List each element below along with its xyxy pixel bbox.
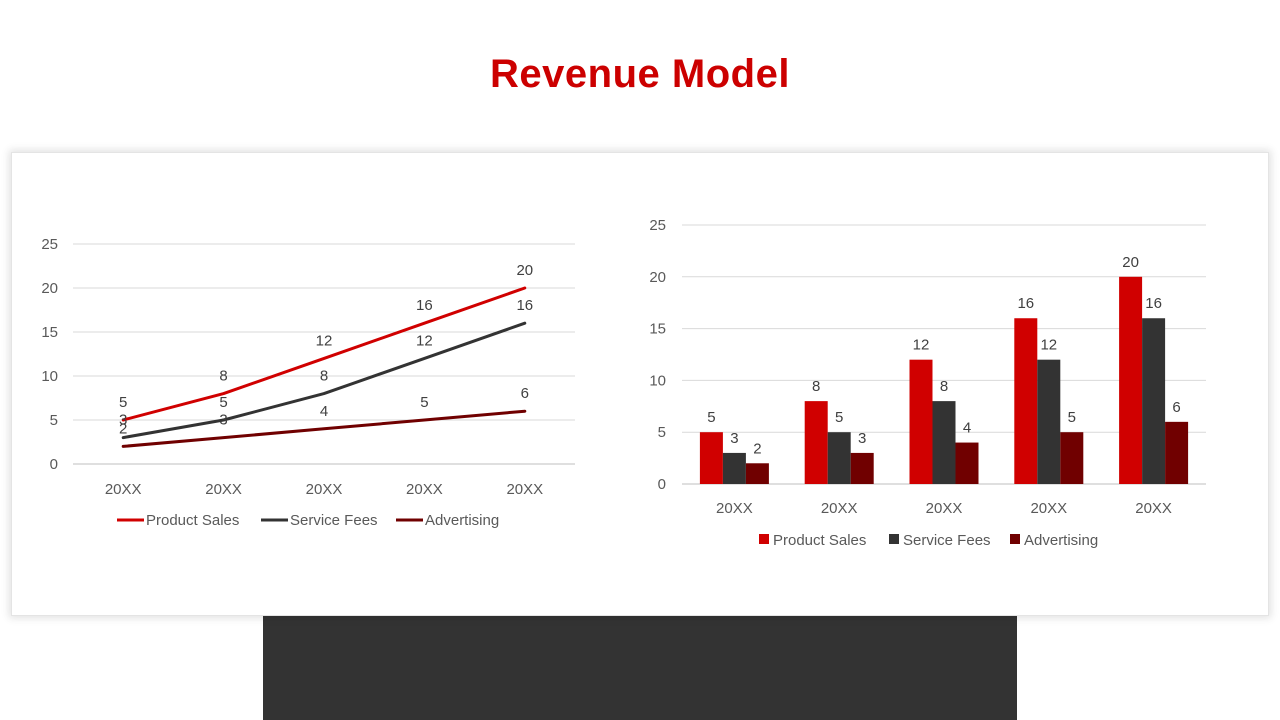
bar-data-label-service-fees: 12: [1040, 337, 1057, 354]
bar-chart-x-tick-label: 20XX: [1135, 500, 1172, 517]
line-chart-y-tick-label: 15: [41, 324, 58, 341]
bar-advertising: [850, 452, 874, 484]
bar-data-label-advertising: 4: [963, 420, 971, 437]
bar-product-sales: [1014, 318, 1038, 484]
line-chart-y-tick-label: 10: [41, 368, 58, 385]
line-chart-x-tick-label: 20XX: [506, 481, 543, 498]
line-point-advertising: [323, 428, 325, 430]
line-chart-x-tick-label: 20XX: [306, 481, 343, 498]
bar-chart-y-tick-label: 20: [649, 269, 666, 286]
line-data-label-service-fees: 12: [416, 332, 433, 349]
line-chart-y-tick-label: 25: [41, 236, 58, 253]
bar-legend-label-advertising: Advertising: [1024, 532, 1098, 549]
bar-data-label-service-fees: 3: [730, 430, 738, 447]
bar-data-label-advertising: 3: [858, 430, 866, 447]
bar-data-label-service-fees: 16: [1145, 295, 1162, 312]
bar-advertising: [1165, 421, 1189, 484]
bar-chart-y-tick-label: 5: [658, 424, 666, 441]
bar-service-fees: [722, 452, 746, 484]
line-point-advertising: [122, 445, 124, 447]
line-data-label-product-sales: 5: [119, 394, 127, 411]
bar-product-sales: [699, 432, 723, 484]
line-chart-x-tick-label: 20XX: [205, 481, 242, 498]
bar-data-label-product-sales: 8: [812, 378, 820, 395]
bar-legend-swatch-service-fees: [889, 534, 899, 544]
background-block: [263, 600, 1017, 720]
line-point-product-sales: [122, 419, 124, 421]
line-data-label-advertising: 5: [420, 394, 428, 411]
bar-data-label-advertising: 6: [1172, 399, 1180, 416]
line-data-label-advertising: 6: [521, 385, 529, 402]
line-point-product-sales: [524, 287, 526, 289]
line-data-label-product-sales: 16: [416, 297, 433, 314]
bar-service-fees: [827, 432, 851, 484]
bar-data-label-product-sales: 16: [1017, 295, 1034, 312]
bar-data-label-product-sales: 20: [1122, 254, 1139, 271]
bar-legend-swatch-product-sales: [759, 534, 769, 544]
bar-chart-x-tick-label: 20XX: [821, 500, 858, 517]
line-point-service-fees: [223, 419, 225, 421]
bar-advertising: [955, 442, 979, 484]
line-data-label-product-sales: 8: [219, 368, 227, 385]
line-point-product-sales: [223, 393, 225, 395]
bar-legend-label-service-fees: Service Fees: [903, 532, 991, 549]
line-point-advertising: [223, 437, 225, 439]
line-point-service-fees: [423, 357, 425, 359]
bar-data-label-service-fees: 8: [940, 378, 948, 395]
bar-service-fees: [1142, 318, 1166, 484]
bar-data-label-product-sales: 12: [913, 337, 930, 354]
line-data-label-product-sales: 20: [516, 262, 533, 279]
bar-product-sales: [909, 359, 933, 484]
line-legend-label-service-fees: Service Fees: [290, 512, 378, 529]
bar-chart-y-tick-label: 10: [649, 372, 666, 389]
line-point-product-sales: [423, 322, 425, 324]
line-point-service-fees: [323, 393, 325, 395]
line-chart-y-tick-label: 20: [41, 280, 58, 297]
line-data-label-service-fees: 8: [320, 368, 328, 385]
line-chart-x-tick-label: 20XX: [105, 481, 142, 498]
bar-data-label-advertising: 2: [753, 440, 761, 457]
bar-data-label-advertising: 5: [1068, 409, 1076, 426]
line-data-label-advertising: 4: [320, 403, 328, 420]
line-point-service-fees: [122, 437, 124, 439]
line-point-product-sales: [323, 357, 325, 359]
bar-chart-x-tick-label: 20XX: [1030, 500, 1067, 517]
bar-chart-x-tick-label: 20XX: [926, 500, 963, 517]
bar-service-fees: [932, 401, 956, 484]
bar-service-fees: [1037, 359, 1061, 484]
line-data-label-advertising: 2: [119, 420, 127, 437]
line-point-advertising: [524, 410, 526, 412]
line-data-label-product-sales: 12: [316, 332, 333, 349]
line-legend-label-product-sales: Product Sales: [146, 512, 239, 529]
line-data-label-advertising: 3: [219, 412, 227, 429]
bar-legend-label-product-sales: Product Sales: [773, 532, 866, 549]
bar-legend-swatch-advertising: [1010, 534, 1020, 544]
line-data-label-service-fees: 3: [119, 412, 127, 429]
line-point-advertising: [423, 419, 425, 421]
line-legend-label-advertising: Advertising: [425, 512, 499, 529]
bar-data-label-product-sales: 5: [707, 409, 715, 426]
bar-chart-y-tick-label: 0: [658, 476, 666, 493]
line-point-service-fees: [524, 322, 526, 324]
line-data-label-service-fees: 16: [516, 297, 533, 314]
bar-product-sales: [804, 401, 828, 484]
bar-chart-y-tick-label: 15: [649, 321, 666, 338]
line-series-product-sales: [121, 286, 527, 422]
bar-advertising: [745, 463, 769, 484]
line-chart-x-tick-label: 20XX: [406, 481, 443, 498]
line-chart-y-tick-label: 5: [50, 412, 58, 429]
bar-data-label-service-fees: 5: [835, 409, 843, 426]
bar-chart-x-tick-label: 20XX: [716, 500, 753, 517]
line-chart-y-tick-label: 0: [50, 456, 58, 473]
bar-advertising: [1060, 432, 1084, 484]
bar-product-sales: [1119, 276, 1143, 484]
slide-title: Revenue Model: [490, 52, 790, 96]
line-data-label-service-fees: 5: [219, 394, 227, 411]
bar-chart-y-tick-label: 25: [649, 217, 666, 234]
